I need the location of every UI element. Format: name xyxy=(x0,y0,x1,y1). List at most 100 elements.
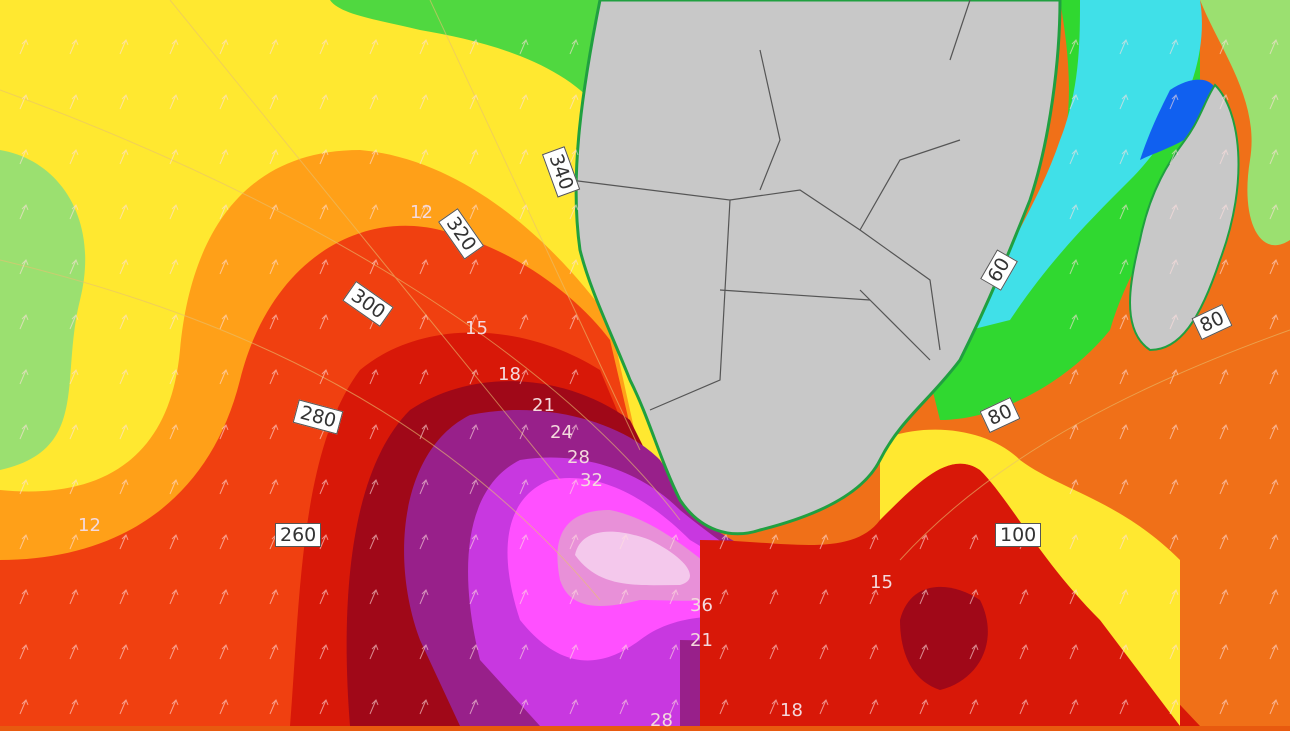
swell-direction-arrow xyxy=(369,149,379,165)
swell-direction-arrow xyxy=(619,644,629,660)
swell-direction-arrow xyxy=(169,149,179,165)
green-top xyxy=(330,0,600,110)
swell-direction-arrow xyxy=(1269,644,1279,660)
country-borders xyxy=(569,0,971,411)
swell-direction-arrow xyxy=(19,259,29,275)
swell-direction-arrow xyxy=(369,94,379,110)
swell-direction-arrow xyxy=(1219,39,1229,55)
swell-direction-arrow xyxy=(69,259,79,275)
swell-direction-arrow xyxy=(219,39,229,55)
swell-direction-arrow xyxy=(219,94,229,110)
swell-direction-arrow xyxy=(119,94,129,110)
swell-direction-arrow xyxy=(169,589,179,605)
direction-label: 100 xyxy=(995,523,1042,547)
swell-direction-arrow xyxy=(269,424,279,440)
swell-direction-arrow xyxy=(1169,479,1179,495)
swell-direction-arrow xyxy=(269,39,279,55)
swell-direction-arrow xyxy=(319,39,329,55)
swell-direction-arrow xyxy=(119,149,129,165)
swell-direction-arrow xyxy=(169,699,179,715)
swell-direction-arrow xyxy=(469,644,479,660)
light-pink-region xyxy=(575,531,690,586)
swell-direction-arrow xyxy=(1069,149,1079,165)
swell-direction-arrow xyxy=(19,479,29,495)
swell-direction-arrow xyxy=(169,259,179,275)
swell-direction-arrow xyxy=(569,424,579,440)
swell-direction-arrow xyxy=(419,644,429,660)
swell-direction-arrow xyxy=(469,589,479,605)
swell-direction-arrow xyxy=(119,589,129,605)
swell-direction-arrow xyxy=(1019,699,1029,715)
swell-direction-arrow xyxy=(19,204,29,220)
swell-direction-arrow xyxy=(469,424,479,440)
swell-direction-arrow xyxy=(669,699,679,715)
swell-direction-arrow xyxy=(219,644,229,660)
swell-direction-arrow xyxy=(519,204,529,220)
swell-direction-arrow xyxy=(219,314,229,330)
swell-direction-arrow xyxy=(1169,534,1179,550)
contour-label: 21 xyxy=(690,630,713,651)
swell-direction-arrow xyxy=(1069,644,1079,660)
swell-direction-arrow xyxy=(1219,644,1229,660)
swell-direction-arrow xyxy=(669,534,679,550)
swell-direction-arrow xyxy=(1219,204,1229,220)
swell-direction-arrow xyxy=(169,94,179,110)
swell-direction-arrow xyxy=(819,644,829,660)
contour-label: 32 xyxy=(580,470,603,491)
swell-direction-arrow xyxy=(1119,534,1129,550)
swell-direction-arrow xyxy=(519,149,529,165)
swell-direction-arrow xyxy=(19,149,29,165)
swell-direction-arrow xyxy=(569,149,579,165)
swell-direction-arrow xyxy=(169,644,179,660)
swell-direction-arrow xyxy=(919,644,929,660)
swell-direction-arrow xyxy=(469,699,479,715)
swell-direction-arrow xyxy=(969,644,979,660)
contour-label: 28 xyxy=(650,710,673,731)
swell-direction-arrow xyxy=(219,479,229,495)
swell-direction-arrow xyxy=(569,369,579,385)
swell-direction-arrow xyxy=(369,424,379,440)
swell-direction-arrow xyxy=(569,39,579,55)
swell-direction-arrow xyxy=(819,699,829,715)
swell-direction-arrow xyxy=(119,259,129,275)
swell-direction-arrow xyxy=(369,699,379,715)
swell-direction-arrow xyxy=(569,644,579,660)
swell-direction-arrow xyxy=(519,314,529,330)
swell-direction-arrow xyxy=(519,39,529,55)
swell-direction-arrow xyxy=(819,534,829,550)
swell-direction-arrow xyxy=(219,204,229,220)
swell-direction-arrow xyxy=(69,314,79,330)
swell-direction-arrow xyxy=(219,369,229,385)
contour-label: 18 xyxy=(780,700,803,721)
swell-direction-arrow xyxy=(1219,534,1229,550)
swell-direction-arrow xyxy=(1119,204,1129,220)
swell-direction-arrow xyxy=(269,589,279,605)
swell-direction-arrow xyxy=(619,534,629,550)
swell-direction-arrow xyxy=(469,314,479,330)
swell-direction-arrow xyxy=(619,589,629,605)
east-dark-red-region xyxy=(900,586,988,690)
swell-direction-arrow xyxy=(1169,204,1179,220)
swell-direction-arrow xyxy=(419,204,429,220)
swell-direction-arrow xyxy=(1269,204,1279,220)
contour-label: 18 xyxy=(498,364,521,385)
swell-direction-arrow xyxy=(1119,589,1129,605)
swell-direction-arrow xyxy=(1119,94,1129,110)
swell-direction-arrow xyxy=(469,94,479,110)
swell-direction-arrow xyxy=(919,699,929,715)
swell-direction-arrow xyxy=(19,644,29,660)
swell-direction-arrow xyxy=(1269,699,1279,715)
swell-direction-arrow xyxy=(419,589,429,605)
swell-direction-arrow xyxy=(19,314,29,330)
swell-direction-arrow xyxy=(1069,314,1079,330)
swell-direction-arrow xyxy=(1269,314,1279,330)
swell-direction-arrow xyxy=(519,369,529,385)
swell-direction-arrow xyxy=(1069,699,1079,715)
swell-direction-arrow xyxy=(419,39,429,55)
swell-direction-arrow xyxy=(269,204,279,220)
swell-direction-arrow xyxy=(869,534,879,550)
swell-direction-arrow xyxy=(469,39,479,55)
swell-direction-arrow xyxy=(419,149,429,165)
blue-region xyxy=(1140,79,1218,160)
